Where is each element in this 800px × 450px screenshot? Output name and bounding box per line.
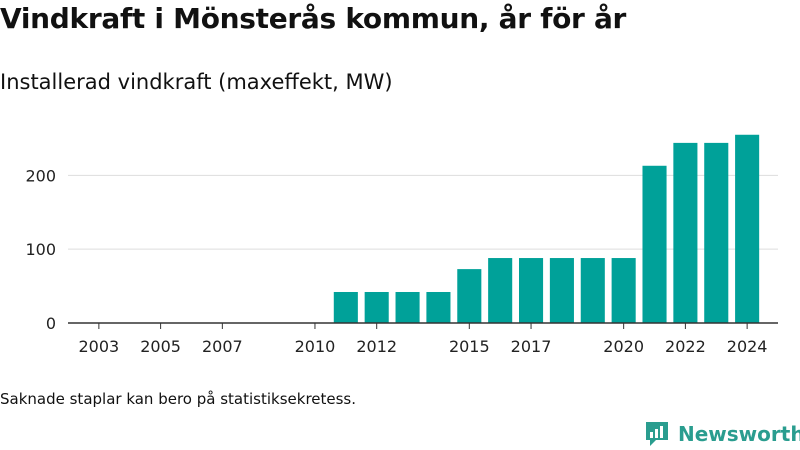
bar [395, 291, 420, 323]
footnote: Saknade staplar kan bero på statistiksek… [0, 390, 357, 408]
bar-chart: 0 100 200 2003 2005 2007 2010 2012 2015 2017 2020 2… [25, 134, 778, 356]
bar [364, 291, 389, 323]
x-tick-label: 2005 [140, 337, 181, 356]
x-tick-label: 2022 [665, 337, 706, 356]
bar [426, 291, 451, 323]
bar [611, 258, 636, 323]
bar [673, 142, 698, 323]
x-tick-label: 2024 [727, 337, 768, 356]
bar [580, 258, 605, 323]
y-tick-label: 200 [25, 166, 56, 185]
bar [457, 269, 482, 323]
y-tick-label: 100 [25, 240, 56, 259]
bar [704, 142, 729, 323]
x-tick-label: 2015 [449, 337, 490, 356]
y-tick-label: 0 [46, 314, 56, 333]
chart-title: Vindkraft i Mönsterås kommun, år för år [0, 2, 627, 35]
x-tick-label: 2003 [79, 337, 120, 356]
x-tick-label: 2017 [511, 337, 552, 356]
x-tick-label: 2020 [603, 337, 644, 356]
brand-logo: Newsworthy [644, 420, 800, 448]
chart-subtitle: Installerad vindkraft (maxeffekt, MW) [0, 70, 393, 94]
x-tick-label: 2012 [356, 337, 397, 356]
x-tick-label: 2007 [202, 337, 243, 356]
newsworthy-logo-icon [646, 422, 668, 446]
bar [519, 258, 544, 323]
brand-name: Newsworthy [678, 422, 800, 446]
bar [549, 258, 574, 323]
bar [642, 165, 667, 323]
bar [735, 134, 760, 323]
x-tick-label: 2010 [295, 337, 336, 356]
bar [488, 258, 513, 323]
bar [333, 291, 358, 323]
